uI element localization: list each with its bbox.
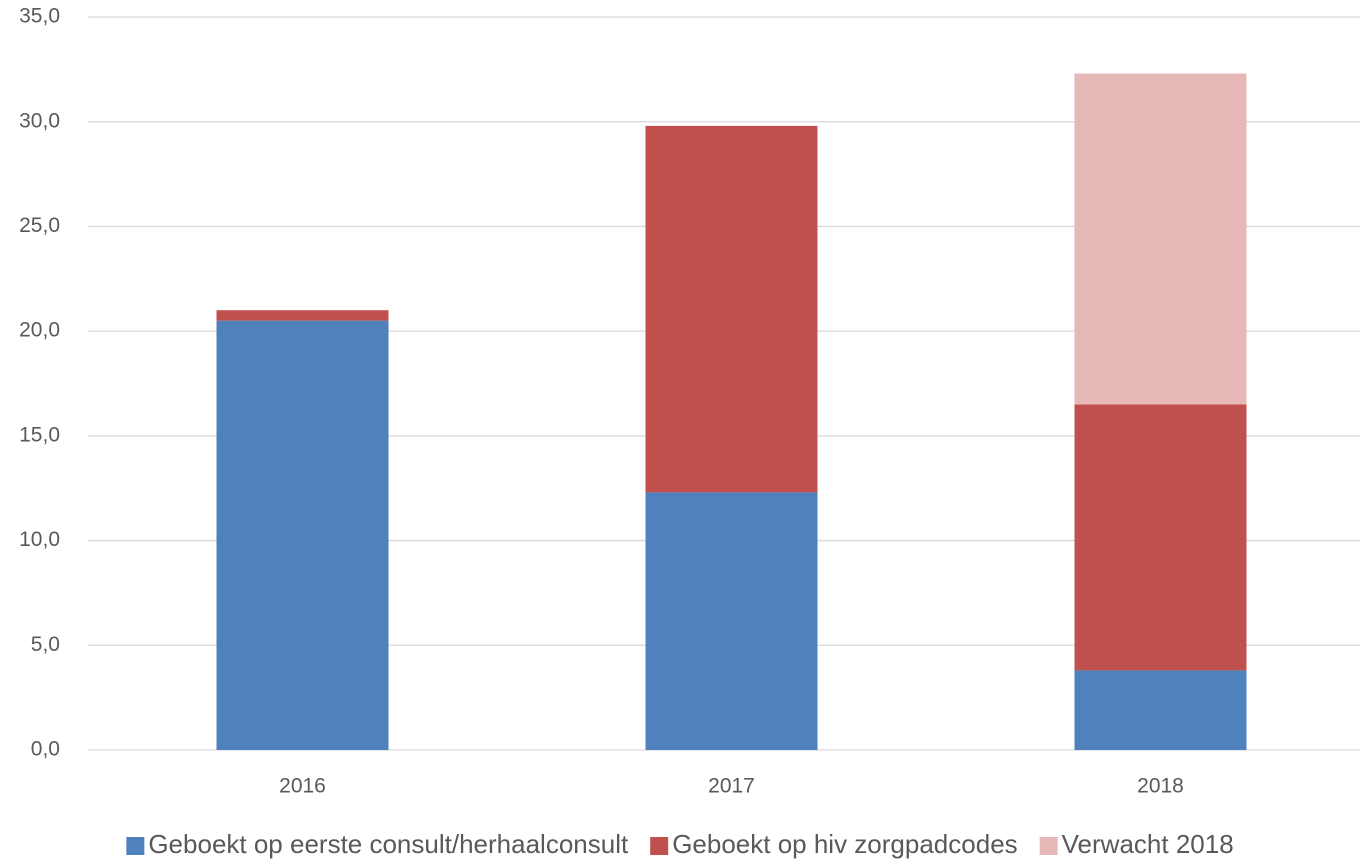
legend-text: Verwacht 2018 xyxy=(1062,829,1234,859)
y-tick-label: 30,0 xyxy=(19,109,60,132)
y-tick-label: 10,0 xyxy=(19,528,60,551)
legend-swatch xyxy=(650,837,669,855)
bar-segment xyxy=(1074,73,1247,405)
legend-swatch xyxy=(1039,837,1058,855)
x-tick-label: 2017 xyxy=(708,775,755,798)
legend-text: Geboekt op hiv zorgpadcodes xyxy=(672,829,1017,859)
legend-swatch xyxy=(126,837,145,855)
x-tick-label: 2018 xyxy=(1137,775,1184,798)
y-tick-label: 0,0 xyxy=(31,738,60,761)
bar-segment xyxy=(645,125,818,493)
bar-segment xyxy=(645,492,818,750)
y-tick-label: 25,0 xyxy=(19,214,60,237)
y-tick-label: 35,0 xyxy=(19,5,60,28)
bar-segment xyxy=(216,320,389,750)
y-tick-label: 5,0 xyxy=(31,633,60,656)
bar-segment xyxy=(216,310,389,321)
legend: Geboekt op eerste consult/herhaalconsult… xyxy=(126,829,1234,859)
x-tick-label: 2016 xyxy=(279,775,326,798)
bar-segment xyxy=(1074,404,1247,671)
bar-segment xyxy=(1074,670,1247,750)
legend-text: Geboekt op eerste consult/herhaalconsult xyxy=(148,829,629,859)
y-tick-label: 20,0 xyxy=(19,319,60,342)
y-tick-label: 15,0 xyxy=(19,423,60,446)
